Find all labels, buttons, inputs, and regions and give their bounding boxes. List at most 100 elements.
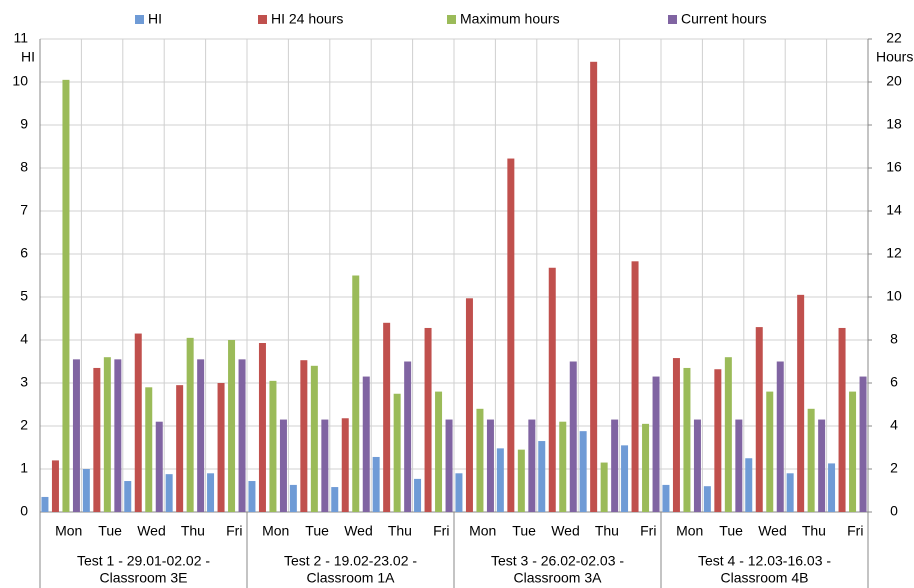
legend-label: Maximum hours <box>460 11 560 27</box>
group-label: Test 2 - 19.02-23.02 - <box>284 553 417 569</box>
bar <box>51 460 59 512</box>
legend-swatch <box>447 15 456 24</box>
x-tick-label: Mon <box>55 523 82 539</box>
legend-swatch <box>258 15 267 24</box>
group-label: Classroom 1A <box>307 570 396 586</box>
bar <box>735 419 743 512</box>
x-tick-label: Tue <box>719 523 743 539</box>
y-tick-label: 5 <box>20 288 28 304</box>
group-label: Classroom 3E <box>100 570 188 586</box>
bar <box>476 408 484 512</box>
bar <box>642 423 650 512</box>
bar <box>404 361 412 512</box>
y-tick-label: 6 <box>20 245 28 261</box>
y2-tick-label: 8 <box>890 331 898 347</box>
x-tick-label: Thu <box>595 523 619 539</box>
bar <box>372 456 380 512</box>
x-tick-label: Wed <box>551 523 580 539</box>
bar <box>134 333 142 512</box>
bar <box>114 359 122 512</box>
bar <box>786 473 794 512</box>
bar <box>496 448 504 512</box>
bar <box>859 376 867 512</box>
y2-tick-label: 10 <box>886 288 902 304</box>
bar <box>579 431 587 512</box>
y2-tick-label: 4 <box>890 417 898 433</box>
y2-axis-label: Hours <box>876 49 913 65</box>
x-tick-label: Fri <box>433 523 449 539</box>
y2-tick-label: 0 <box>890 503 898 519</box>
bar <box>818 419 826 512</box>
bar <box>672 358 680 512</box>
bar <box>165 474 173 512</box>
bar <box>559 421 567 512</box>
group-label: Test 3 - 26.02-02.03 - <box>491 553 624 569</box>
x-tick-label: Mon <box>676 523 703 539</box>
bar <box>838 327 846 512</box>
bar <box>300 360 308 512</box>
bar <box>528 419 536 512</box>
bar <box>341 418 349 512</box>
bar <box>228 340 236 512</box>
bar <box>186 337 194 512</box>
bar <box>155 421 163 512</box>
y2-tick-label: 12 <box>886 245 902 261</box>
bar <box>362 376 370 512</box>
x-tick-label: Tue <box>305 523 329 539</box>
bar <box>683 367 691 512</box>
x-tick-label: Wed <box>137 523 166 539</box>
legend-label: HI <box>148 11 162 27</box>
bar <box>745 458 753 512</box>
bar <box>652 376 660 512</box>
bar <box>331 487 339 512</box>
bar <box>797 294 805 512</box>
bar <box>828 463 836 512</box>
bar <box>662 484 670 512</box>
bar <box>269 380 277 512</box>
x-tick-label: Wed <box>344 523 373 539</box>
y2-tick-label: 20 <box>886 73 902 89</box>
bar <box>238 359 246 512</box>
y-tick-label: 3 <box>20 374 28 390</box>
group-label: Test 1 - 29.01-02.02 - <box>77 553 210 569</box>
bar <box>776 361 784 512</box>
bar <box>445 419 453 512</box>
y-tick-label: 2 <box>20 417 28 433</box>
y-tick-label: 4 <box>20 331 28 347</box>
bar <box>435 391 443 512</box>
x-tick-label: Fri <box>847 523 863 539</box>
x-tick-label: Thu <box>802 523 826 539</box>
bar <box>217 383 225 512</box>
bar <box>82 469 90 512</box>
bar <box>714 369 722 512</box>
bar <box>590 61 598 512</box>
bar <box>807 408 815 512</box>
group-label: Classroom 4B <box>721 570 809 586</box>
bar <box>383 322 391 512</box>
bar <box>724 357 732 512</box>
x-tick-label: Fri <box>226 523 242 539</box>
bar <box>538 441 546 512</box>
bar <box>248 481 256 512</box>
bar <box>569 361 577 512</box>
bar <box>72 359 80 512</box>
legend-label: HI 24 hours <box>271 11 343 27</box>
y-tick-label: 8 <box>20 159 28 175</box>
group-label: Test 4 - 12.03-16.03 - <box>698 553 831 569</box>
y-tick-label: 7 <box>20 202 28 218</box>
group-label: Classroom 3A <box>514 570 603 586</box>
bar <box>507 158 515 513</box>
bar <box>124 481 132 512</box>
x-tick-label: Mon <box>262 523 289 539</box>
bar <box>548 267 556 512</box>
y-tick-label: 9 <box>20 116 28 132</box>
bar <box>352 275 360 512</box>
bar <box>517 449 525 512</box>
bar <box>424 327 432 512</box>
bar <box>207 473 215 512</box>
bar <box>289 484 297 512</box>
bar <box>600 462 608 512</box>
bar <box>465 298 473 512</box>
legend-label: Current hours <box>681 11 767 27</box>
